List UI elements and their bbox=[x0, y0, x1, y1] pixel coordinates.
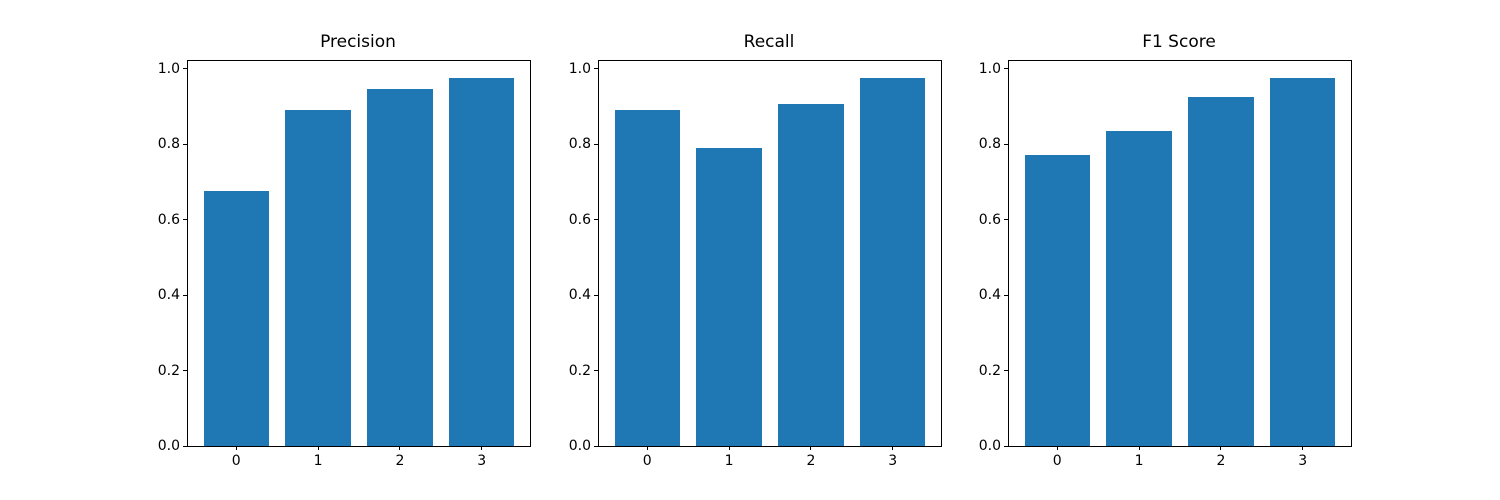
y-tick-mark bbox=[183, 219, 187, 221]
y-tick-mark bbox=[183, 445, 187, 447]
subplot-f1-score: F1 Score 0.0 0.2 0.4 0.6 0.8 1.0 0 1 2 3 bbox=[979, 0, 1352, 500]
subplot-title-recall: Recall bbox=[743, 32, 795, 52]
subplot-precision: Precision 0.0 0.2 0.4 0.6 0.8 1.0 0 1 2 3 bbox=[158, 0, 531, 500]
x-tick-label: 3 bbox=[1298, 453, 1308, 469]
x-tick-mark bbox=[317, 446, 319, 450]
y-tick-mark bbox=[1004, 219, 1008, 221]
y-tick-label: 0.2 bbox=[978, 362, 1001, 379]
x-tick-mark bbox=[1302, 446, 1304, 450]
y-tick-mark bbox=[1004, 445, 1008, 447]
x-tick-label: 3 bbox=[477, 453, 487, 469]
subplot-title-f1-score: F1 Score bbox=[1142, 32, 1216, 52]
x-tick-label: 0 bbox=[231, 453, 241, 469]
plot-area-f1-score: 0.0 0.2 0.4 0.6 0.8 1.0 0 1 2 3 bbox=[979, 60, 1352, 469]
y-tick-label: 0.6 bbox=[568, 211, 591, 228]
x-tick-label: 1 bbox=[724, 453, 734, 469]
plot-area-precision: 0.0 0.2 0.4 0.6 0.8 1.0 0 1 2 3 bbox=[158, 60, 531, 469]
x-tick-label: 2 bbox=[1216, 453, 1226, 469]
subplot-title-precision: Precision bbox=[320, 32, 396, 52]
y-tick-label: 0.4 bbox=[157, 287, 180, 304]
y-tick-label: 1.0 bbox=[568, 60, 591, 77]
y-tick-label: 0.4 bbox=[978, 287, 1001, 304]
y-tick-label: 0.2 bbox=[568, 362, 591, 379]
x-tick-label: 2 bbox=[806, 453, 816, 469]
x-tick-label: 0 bbox=[642, 453, 652, 469]
y-tick-mark bbox=[594, 445, 598, 447]
bar-1 bbox=[285, 110, 351, 446]
bar-1 bbox=[696, 147, 762, 446]
y-tick-label: 0.8 bbox=[568, 136, 591, 153]
x-tick-label: 3 bbox=[888, 453, 898, 469]
x-tick-label: 1 bbox=[1134, 453, 1144, 469]
x-tick-mark bbox=[1138, 446, 1140, 450]
y-tick-mark bbox=[183, 68, 187, 70]
y-tick-label: 0.4 bbox=[568, 287, 591, 304]
y-tick-mark bbox=[594, 294, 598, 296]
y-tick-mark bbox=[1004, 370, 1008, 371]
x-tick-mark bbox=[235, 446, 237, 450]
bar-3 bbox=[860, 77, 926, 446]
y-tick-label: 0.6 bbox=[978, 211, 1001, 228]
bar-2 bbox=[1188, 96, 1254, 446]
y-tick-label: 0.8 bbox=[978, 136, 1001, 153]
subplot-recall: Recall 0.0 0.2 0.4 0.6 0.8 1.0 0 1 2 3 bbox=[569, 0, 942, 500]
y-tick-mark bbox=[594, 68, 598, 70]
x-tick-label: 1 bbox=[313, 453, 323, 469]
x-tick-mark bbox=[810, 446, 812, 450]
x-tick-mark bbox=[1056, 446, 1058, 450]
y-tick-label: 0.8 bbox=[157, 136, 180, 153]
bar-0 bbox=[614, 110, 680, 446]
bar-3 bbox=[1270, 77, 1336, 446]
y-tick-mark bbox=[183, 370, 187, 371]
y-tick-mark bbox=[594, 219, 598, 221]
x-tick-mark bbox=[399, 446, 401, 450]
y-tick-label: 0.6 bbox=[157, 211, 180, 228]
x-tick-label: 0 bbox=[1052, 453, 1062, 469]
x-tick-mark bbox=[646, 446, 648, 450]
y-tick-label: 0.0 bbox=[978, 438, 1001, 454]
bar-0 bbox=[203, 191, 269, 446]
bar-2 bbox=[367, 89, 433, 446]
x-tick-label: 2 bbox=[395, 453, 405, 469]
bar-0 bbox=[1024, 155, 1090, 446]
x-tick-mark bbox=[892, 446, 894, 450]
y-tick-label: 1.0 bbox=[157, 60, 180, 77]
y-tick-mark bbox=[1004, 143, 1008, 145]
y-tick-label: 0.0 bbox=[157, 438, 180, 454]
y-tick-label: 1.0 bbox=[978, 60, 1001, 77]
y-tick-label: 0.2 bbox=[157, 362, 180, 379]
y-tick-mark bbox=[183, 143, 187, 145]
y-tick-mark bbox=[594, 143, 598, 145]
y-tick-mark bbox=[1004, 68, 1008, 70]
bar-1 bbox=[1106, 130, 1172, 446]
y-tick-mark bbox=[183, 294, 187, 296]
x-tick-mark bbox=[1220, 446, 1222, 450]
y-tick-mark bbox=[1004, 294, 1008, 296]
x-tick-mark bbox=[728, 446, 730, 450]
plot-area-recall: 0.0 0.2 0.4 0.6 0.8 1.0 0 1 2 3 bbox=[569, 60, 942, 469]
y-tick-label: 0.0 bbox=[568, 438, 591, 454]
bar-3 bbox=[449, 77, 515, 446]
y-tick-mark bbox=[594, 370, 598, 371]
bar-2 bbox=[778, 104, 844, 446]
x-tick-mark bbox=[481, 446, 483, 450]
